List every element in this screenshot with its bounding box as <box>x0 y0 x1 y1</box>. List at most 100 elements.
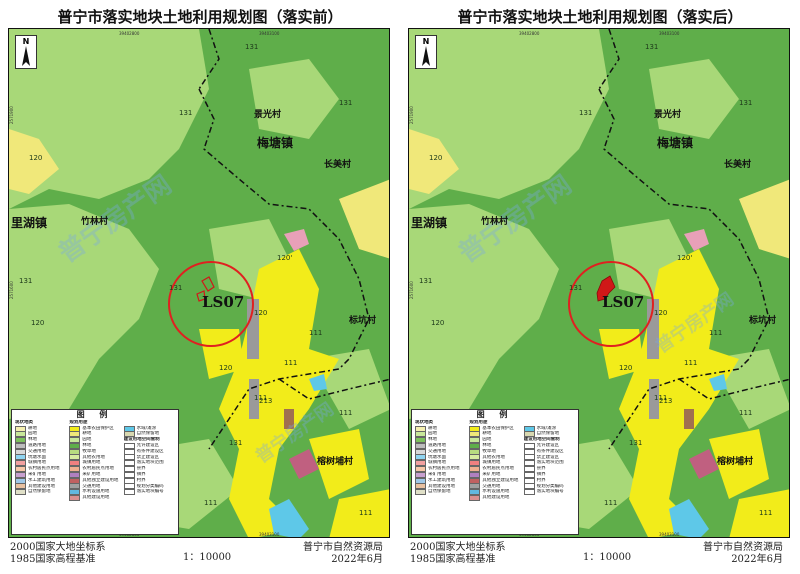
coord-label: 39403100 <box>259 532 280 537</box>
light-green-area <box>649 59 739 139</box>
legend-head: 规划用途 <box>469 419 488 425</box>
legend-swatch <box>69 431 81 438</box>
legend-label: 采矿用地 <box>482 472 501 478</box>
legend-swatch <box>69 460 81 467</box>
map-title-after: 普宁市落实地块土地利用规划图（落实后） <box>457 8 743 26</box>
legend-item: 林地 <box>469 442 520 449</box>
map-frame-after[interactable]: N 39402800 39403100 39402800 39403100 25… <box>408 28 790 538</box>
legend-item: 规划分类编码 <box>523 483 575 490</box>
legend-col-planned: 规划用途 基本农田保护区 耕地 园地 林地 牧草地 其他农用地 城镇用地 农村居民点用地 采矿用… <box>469 420 520 501</box>
land-code: 111 <box>339 409 353 417</box>
land-code: 131 <box>739 99 753 107</box>
legend-label: 农村居民点用地 <box>82 466 114 472</box>
legend-swatch <box>69 466 81 472</box>
legend-item: 道路用地 <box>415 442 466 449</box>
legend-label: 牧草地 <box>482 448 496 454</box>
legend-swatch <box>469 477 481 484</box>
legend-item: 坑塘水面 <box>15 454 66 461</box>
legend-item: 自然保留地 <box>123 431 175 438</box>
legend-item: 城镇用地 <box>469 460 520 467</box>
legend-label: 其他农用地 <box>482 454 505 460</box>
legend-item: 其他农用地 <box>69 454 120 461</box>
gray-block <box>247 299 259 359</box>
water-area <box>309 374 327 391</box>
legend-swatch <box>523 425 535 432</box>
legend-label: 坑塘水面 <box>428 454 446 460</box>
place-lihu: 里湖镇 <box>411 216 448 230</box>
legend-swatch <box>15 437 26 443</box>
coord-label: 39402800 <box>519 31 540 36</box>
footer-right-before: 普宁市自然资源局 2022年6月 <box>303 542 383 566</box>
legend-item: 有条件建设区 <box>123 448 175 455</box>
water-area <box>669 499 709 537</box>
legend-swatch <box>123 466 135 472</box>
legend-swatch <box>123 454 135 461</box>
light-green-area <box>409 204 559 419</box>
legend-label: 规划分类编码 <box>536 483 564 489</box>
legend-swatch <box>523 454 535 461</box>
legend-item: 水域/滩涂 <box>523 425 575 432</box>
legend-label: 牧草地 <box>82 448 96 454</box>
land-code: 131 <box>629 439 643 447</box>
legend-swatch <box>469 489 481 496</box>
footer-date: 2022年6月 <box>731 554 783 565</box>
place-lihu: 里湖镇 <box>11 216 48 230</box>
map-frame-before[interactable]: N 39402800 39403100 39402800 39403100 25… <box>8 28 390 538</box>
legend-label: 园地 <box>28 431 37 437</box>
land-code: 111 <box>739 409 753 417</box>
legend-swatch <box>123 460 135 467</box>
land-code: 111 <box>604 499 618 507</box>
footer-agency: 普宁市自然资源局 <box>703 542 783 553</box>
land-code: 120 <box>31 319 45 327</box>
gray-block <box>647 299 659 359</box>
legend-item: 水工建筑用地 <box>15 477 66 484</box>
legend-swatch <box>523 471 535 478</box>
legend-swatch <box>15 466 26 472</box>
legend-swatch <box>415 437 426 443</box>
legend-label: 城镇用地 <box>28 460 46 466</box>
legend-swatch <box>15 442 26 449</box>
place-meitang: 梅塘镇 <box>257 136 294 150</box>
land-code: 111 <box>654 394 668 402</box>
legend-item: 县界 <box>123 466 175 472</box>
legend-item: 农村居民点用地 <box>69 466 120 472</box>
legend-item: 采矿用地 <box>469 471 520 478</box>
legend-item: 镇界 <box>523 471 575 478</box>
light-green-area <box>249 59 339 139</box>
legend-swatch <box>469 460 481 467</box>
land-code: 111 <box>284 359 298 367</box>
place-zhulin: 竹林村 <box>81 217 109 227</box>
legend-item: 基本农田保护区 <box>469 425 520 432</box>
legend-swatch <box>15 489 26 496</box>
legend-item: 园地 <box>69 437 120 443</box>
legend-before: 图 例 现状地类 耕地 园地 林地 道路用地 交通用地 坑塘水面 城镇用地 农村居民点用地 采矿… <box>11 409 179 535</box>
legend-label: 交通用地 <box>482 483 501 489</box>
legend-label: 耕地 <box>82 431 92 437</box>
legend-item: 其他农用地 <box>469 454 520 461</box>
coord-label: 39403100 <box>659 31 680 36</box>
legend-swatch <box>469 431 481 438</box>
place-jingguang: 景光村 <box>654 110 682 120</box>
footer-crs: 2000国家大地坐标系 <box>10 542 106 553</box>
north-arrow: N <box>15 35 37 69</box>
legend-label: 其他独立建设用地 <box>82 477 119 483</box>
land-code: 111 <box>254 394 268 402</box>
legend-swatch <box>523 448 535 455</box>
legend-label: 农村居民点用地 <box>28 466 60 472</box>
land-code: 120' <box>677 254 693 262</box>
legend-item: 农村居民点用地 <box>469 466 520 472</box>
legend-item: 镇界 <box>123 471 175 478</box>
legend-label: 园地 <box>82 437 92 443</box>
place-changmei: 长美村 <box>324 160 352 170</box>
land-code: 111 <box>709 329 723 337</box>
legend-label: 林地 <box>28 437 37 443</box>
legend-swatch <box>469 495 481 501</box>
legend-item: 禁止建设区 <box>123 454 175 461</box>
land-code: 131 <box>569 284 583 292</box>
legend-label: 城镇用地 <box>82 460 101 466</box>
legend-swatch <box>523 477 535 484</box>
place-rongshu: 榕树埔村 <box>717 457 754 467</box>
land-code: 111 <box>204 499 218 507</box>
map-canvas-after <box>409 29 789 537</box>
legend-item: 采矿用地 <box>15 471 66 478</box>
